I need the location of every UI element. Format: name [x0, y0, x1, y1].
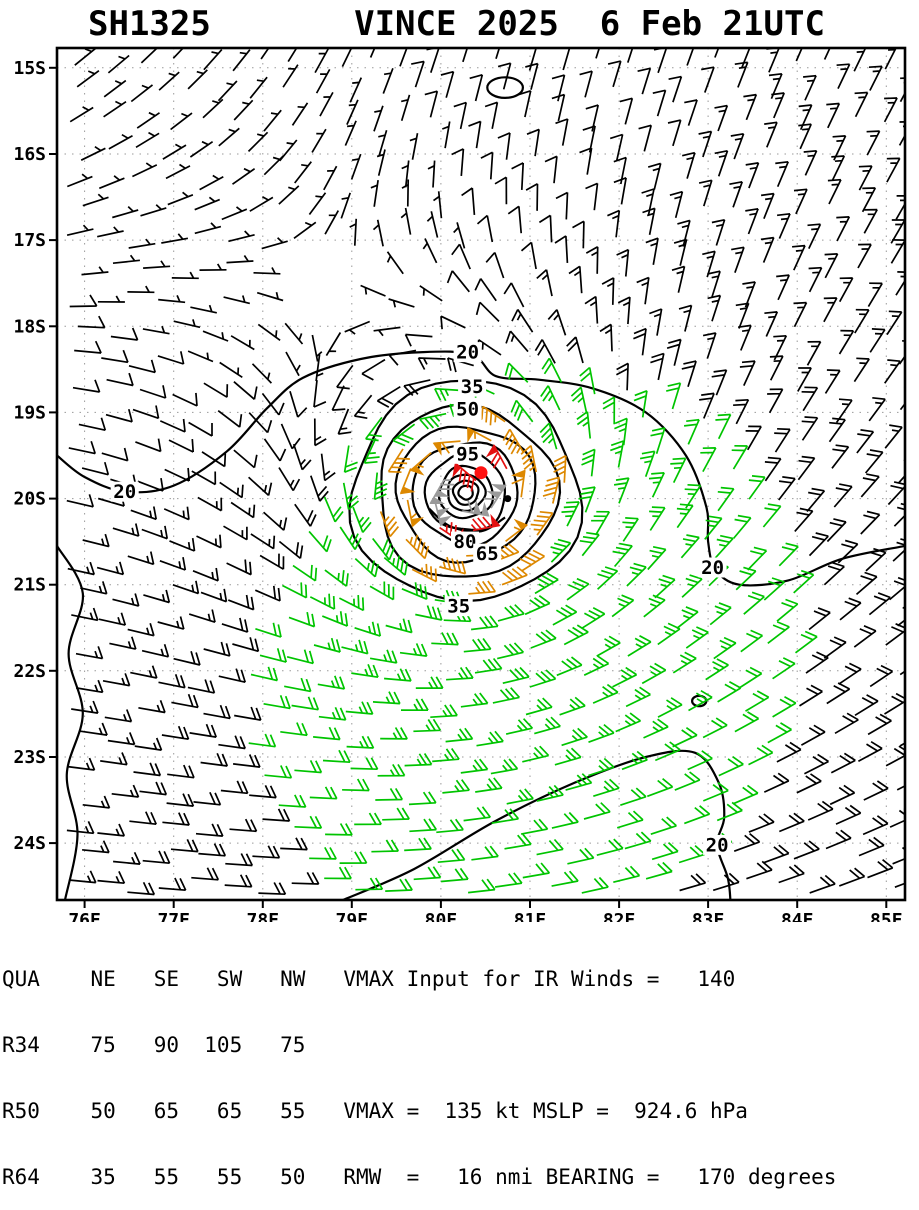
svg-text:95: 95 [456, 443, 479, 465]
svg-text:78E: 78E [247, 910, 280, 922]
axis-layer: 76E 77E 78E 79E 80E 81E 82E 83E 84E 85E 15S 16S 17S 1… [13, 58, 902, 922]
chart-title: SH1325 VINCE 2025 6 Feb 21UTC [88, 4, 825, 44]
svg-text:50: 50 [456, 399, 479, 421]
svg-text:18S: 18S [13, 316, 46, 337]
svg-text:82E: 82E [603, 910, 636, 922]
svg-text:23S: 23S [13, 747, 46, 768]
svg-text:21S: 21S [13, 575, 46, 596]
svg-text:20: 20 [456, 342, 479, 364]
svg-text:77E: 77E [157, 910, 190, 922]
svg-text:76E: 76E [68, 910, 101, 922]
footer-line-r64: R64 35 55 55 50 RMW = 16 nmi BEARING = 1… [2, 1165, 837, 1189]
plot-border [55, 46, 907, 902]
svg-text:81E: 81E [514, 910, 547, 922]
svg-text:84E: 84E [781, 910, 814, 922]
footer-line-r34: R34 75 90 105 75 [2, 1033, 306, 1057]
svg-text:65: 65 [476, 543, 499, 565]
svg-text:35: 35 [447, 596, 470, 618]
footer-stats: QUA NE SE SW NW VMAX Input for IR Winds … [0, 922, 919, 1210]
svg-text:19S: 19S [13, 402, 46, 423]
svg-text:20: 20 [113, 481, 136, 503]
svg-text:80: 80 [454, 531, 477, 553]
svg-text:24S: 24S [13, 833, 46, 854]
svg-text:35: 35 [461, 376, 484, 398]
svg-text:15S: 15S [13, 58, 46, 79]
svg-text:83E: 83E [692, 910, 725, 922]
svg-text:20: 20 [706, 834, 729, 856]
svg-text:20: 20 [701, 557, 724, 579]
svg-text:79E: 79E [336, 910, 369, 922]
storm-marks-layer [474, 466, 512, 503]
svg-text:80E: 80E [425, 910, 458, 922]
svg-text:22S: 22S [13, 661, 46, 682]
footer-line-r50: R50 50 65 65 55 VMAX = 135 kt MSLP = 924… [2, 1099, 748, 1123]
svg-text:20S: 20S [13, 489, 46, 510]
svg-text:17S: 17S [13, 230, 46, 251]
wind-barb-layer [66, 48, 905, 896]
svg-text:85E: 85E [870, 910, 903, 922]
svg-text:16S: 16S [13, 144, 46, 165]
footer-line-qua: QUA NE SE SW NW VMAX Input for IR Winds … [2, 967, 736, 991]
